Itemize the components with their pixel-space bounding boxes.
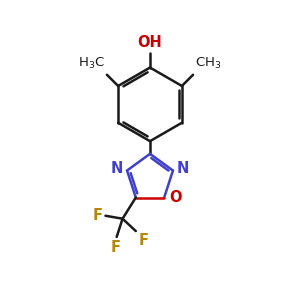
Text: O: O xyxy=(169,190,182,205)
Text: OH: OH xyxy=(138,35,162,50)
Text: F: F xyxy=(92,208,103,223)
Text: F: F xyxy=(139,232,149,247)
Text: F: F xyxy=(110,241,120,256)
Text: N: N xyxy=(177,161,189,176)
Text: CH$_3$: CH$_3$ xyxy=(195,56,222,70)
Text: H$_3$C: H$_3$C xyxy=(78,56,105,70)
Text: N: N xyxy=(111,161,123,176)
